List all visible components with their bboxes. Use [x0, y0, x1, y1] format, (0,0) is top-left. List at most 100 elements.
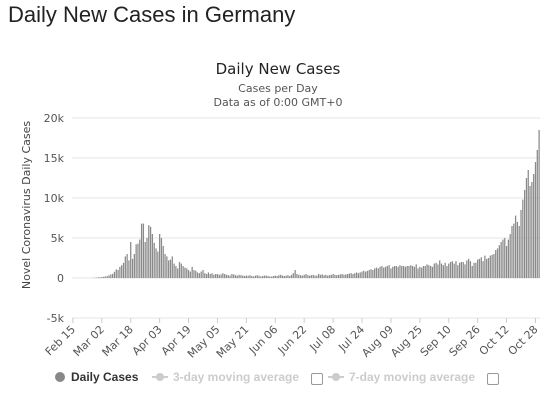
bar[interactable] — [218, 274, 220, 278]
bar[interactable] — [102, 276, 105, 278]
bar[interactable] — [254, 275, 257, 278]
bar[interactable] — [292, 273, 294, 278]
bar[interactable] — [493, 254, 495, 278]
bar[interactable] — [276, 276, 278, 278]
bar[interactable] — [477, 259, 479, 278]
bar[interactable] — [294, 270, 296, 278]
bar[interactable] — [126, 254, 128, 278]
bar[interactable] — [243, 276, 246, 278]
bar[interactable] — [457, 265, 459, 278]
bar[interactable] — [301, 275, 304, 278]
bar[interactable] — [281, 275, 284, 278]
bar[interactable] — [175, 266, 177, 278]
bar[interactable] — [428, 265, 430, 278]
bar[interactable] — [160, 238, 163, 278]
bar[interactable] — [101, 277, 103, 278]
bar[interactable] — [336, 275, 338, 278]
bar[interactable] — [231, 274, 233, 278]
bar[interactable] — [149, 226, 152, 278]
bar[interactable] — [453, 263, 455, 278]
bar[interactable] — [411, 266, 414, 278]
legend-item-3-day-average[interactable]: 3-day moving average — [152, 370, 299, 384]
bar[interactable] — [198, 273, 201, 278]
bar[interactable] — [186, 268, 188, 278]
bar[interactable] — [139, 239, 141, 278]
bar[interactable] — [469, 261, 472, 278]
bar[interactable] — [392, 266, 394, 278]
bar[interactable] — [171, 256, 173, 278]
bar[interactable] — [274, 275, 276, 278]
bar[interactable] — [256, 275, 258, 278]
bar[interactable] — [117, 270, 119, 278]
bar[interactable] — [271, 276, 273, 278]
bar[interactable] — [417, 268, 419, 278]
bar[interactable] — [193, 270, 195, 278]
bar[interactable] — [164, 254, 166, 278]
bar[interactable] — [258, 275, 260, 278]
bar[interactable] — [316, 275, 318, 278]
bar[interactable] — [471, 266, 473, 278]
bar[interactable] — [534, 162, 537, 278]
bar[interactable] — [269, 276, 271, 278]
bar[interactable] — [538, 130, 540, 278]
bar[interactable] — [346, 274, 349, 278]
bar[interactable] — [330, 274, 332, 278]
bar[interactable] — [122, 262, 125, 278]
bar[interactable] — [233, 274, 235, 278]
bar[interactable] — [124, 256, 126, 278]
bar[interactable] — [151, 234, 154, 278]
bar[interactable] — [137, 243, 139, 278]
bar[interactable] — [491, 254, 493, 278]
bar[interactable] — [522, 199, 524, 278]
bar[interactable] — [386, 266, 388, 278]
bar[interactable] — [314, 275, 316, 278]
bar[interactable] — [361, 271, 363, 278]
bar[interactable] — [108, 275, 110, 278]
bar[interactable] — [529, 186, 531, 278]
bar[interactable] — [184, 267, 186, 278]
bar[interactable] — [401, 266, 403, 278]
bar[interactable] — [375, 267, 378, 278]
bar[interactable] — [527, 170, 529, 278]
bar[interactable] — [173, 263, 175, 278]
bar[interactable] — [321, 274, 323, 278]
bar[interactable] — [422, 266, 425, 278]
legend-item-daily-cases[interactable]: Daily Cases — [55, 370, 138, 384]
bar[interactable] — [332, 274, 334, 278]
bar[interactable] — [383, 267, 385, 278]
bar[interactable] — [368, 270, 370, 278]
bar[interactable] — [462, 262, 464, 278]
bar[interactable] — [458, 262, 461, 278]
bar[interactable] — [397, 266, 399, 278]
bar[interactable] — [395, 266, 397, 278]
bar[interactable] — [283, 276, 285, 278]
bar[interactable] — [518, 226, 520, 278]
bar[interactable] — [388, 265, 390, 278]
bar[interactable] — [312, 274, 314, 278]
bar[interactable] — [240, 275, 242, 278]
bar[interactable] — [166, 256, 168, 278]
bar[interactable] — [245, 275, 248, 278]
bar[interactable] — [238, 274, 240, 278]
bar[interactable] — [430, 266, 432, 278]
bar[interactable] — [370, 269, 372, 278]
bar[interactable] — [234, 275, 237, 278]
bar[interactable] — [187, 270, 190, 278]
bar[interactable] — [525, 178, 528, 278]
bar[interactable] — [500, 242, 502, 278]
bar[interactable] — [426, 264, 428, 278]
bar[interactable] — [379, 266, 381, 278]
bar[interactable] — [505, 246, 508, 278]
bar[interactable] — [446, 266, 448, 278]
bar[interactable] — [448, 263, 450, 278]
bar[interactable] — [536, 150, 538, 278]
legend-checkbox-7-day[interactable] — [487, 373, 499, 385]
bar[interactable] — [227, 275, 229, 278]
bar[interactable] — [473, 262, 475, 278]
bar[interactable] — [480, 257, 482, 278]
bar[interactable] — [195, 270, 197, 278]
bar[interactable] — [225, 274, 228, 278]
bar[interactable] — [325, 274, 327, 278]
bar[interactable] — [498, 245, 500, 278]
bar[interactable] — [213, 274, 215, 278]
